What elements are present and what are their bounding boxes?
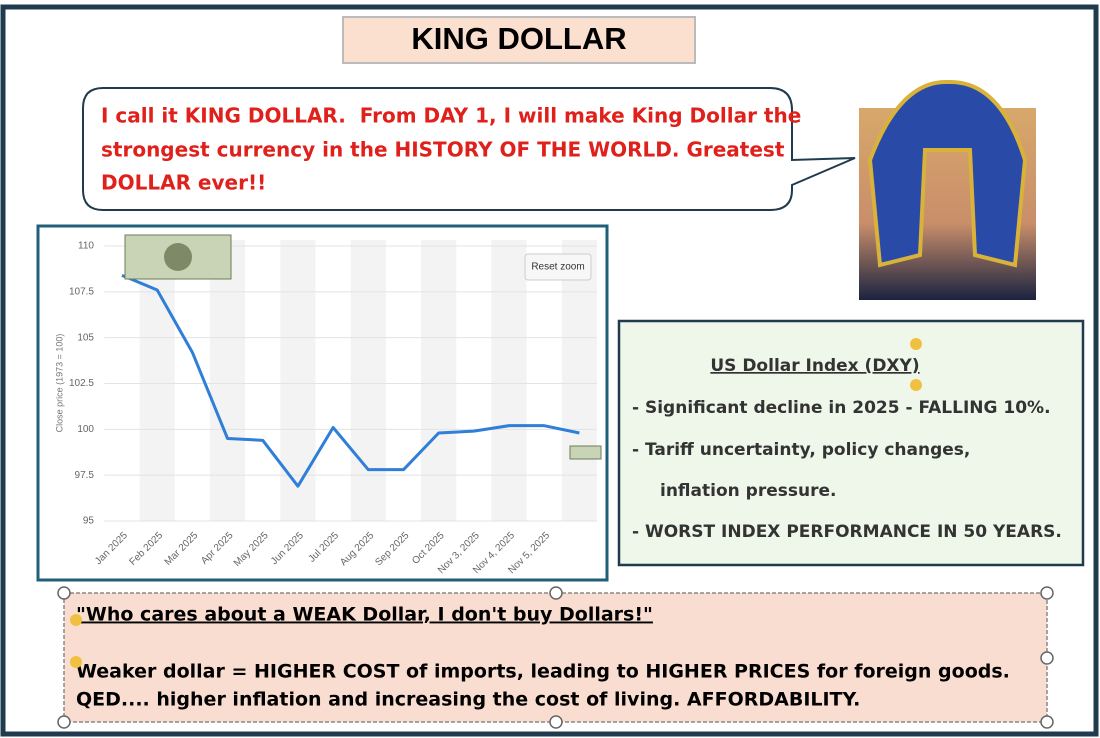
handle [549, 586, 563, 600]
handle [57, 586, 71, 600]
quote-box [63, 592, 1048, 723]
headdress [867, 79, 1028, 268]
reset-zoom-label: Reset zoom [531, 262, 584, 273]
band [350, 240, 386, 521]
speech-line: I call it KING DOLLAR. From DAY 1, I wil… [101, 104, 801, 128]
quote: "Who cares about a WEAK Dollar, I don't … [76, 604, 653, 626]
y-tick-label: 102.5 [69, 378, 94, 389]
band [421, 240, 457, 521]
dollar-portrait [164, 243, 192, 271]
handle [70, 656, 82, 668]
y-tick-label: 107.5 [69, 286, 94, 297]
band [491, 240, 527, 521]
handle [910, 379, 922, 391]
band [139, 240, 175, 521]
info-line: inflation pressure. [660, 481, 836, 501]
title-box [342, 16, 696, 64]
handle [1040, 715, 1054, 729]
handle [1040, 586, 1054, 600]
info-line: - Tariff uncertainty, policy changes, [632, 440, 970, 460]
quote-line: Weaker dollar = HIGHER COST of imports, … [76, 661, 1010, 683]
speech-line: DOLLAR ever!! [101, 171, 266, 195]
speech-line: strongest currency in the HISTORY OF THE… [101, 138, 785, 162]
y-axis-label: Close price (1973 = 100) [54, 334, 64, 433]
band [280, 240, 316, 521]
y-tick-label: 97.5 [75, 470, 95, 481]
speech-bubble [82, 87, 856, 211]
handle [549, 715, 563, 729]
y-tick-label: 110 [78, 241, 94, 252]
y-tick-label: 95 [83, 516, 95, 527]
dollar-bill [569, 445, 602, 460]
band [561, 240, 597, 521]
reset-zoom-button[interactable] [524, 253, 592, 281]
info-line: - Significant decline in 2025 - FALLING … [632, 398, 1051, 418]
handle [57, 715, 71, 729]
handle [910, 338, 922, 350]
band [209, 240, 246, 521]
line [121, 273, 580, 488]
handle [1040, 651, 1054, 665]
handle [70, 614, 82, 626]
title: KING DOLLAR [411, 21, 626, 56]
info-box [617, 319, 1085, 567]
y-tick-label: 105 [77, 332, 94, 343]
info-heading: US Dollar Index (DXY) [710, 356, 919, 376]
info-line: - WORST INDEX PERFORMANCE IN 50 YEARS. [632, 522, 1062, 542]
y-tick-label: 100 [77, 424, 94, 435]
quote-line: QED.... higher inflation and increasing … [76, 689, 860, 711]
